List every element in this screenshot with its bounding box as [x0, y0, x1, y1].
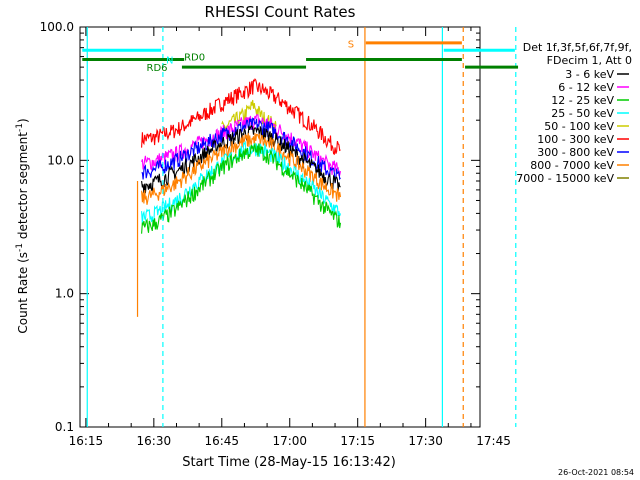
flag-label: RD6	[147, 63, 168, 74]
flag-label: N	[166, 56, 173, 67]
series-line	[141, 78, 341, 156]
y-tick-label: 10.0	[47, 153, 74, 167]
series-line	[141, 133, 342, 205]
x-tick-label: 17:00	[272, 434, 307, 448]
legend-label: 25 - 50 keV	[551, 107, 614, 120]
y-tick-label: 1.0	[55, 287, 74, 301]
x-tick-label: 17:45	[476, 434, 511, 448]
flag-label: S	[348, 40, 354, 51]
legend-label: 100 - 300 keV	[537, 133, 614, 146]
legend-label: 7000 - 15000 keV	[516, 172, 614, 185]
x-tick-label: 16:45	[204, 434, 239, 448]
x-axis-label: Start Time (28-May-15 16:13:42)	[182, 455, 396, 470]
legend-label: 6 - 12 keV	[558, 81, 614, 94]
y-tick-label: 100.0	[40, 20, 74, 34]
x-tick-label: 17:30	[408, 434, 443, 448]
y-axis-label: Count Rate (s-1 detector segment-1)	[15, 118, 30, 333]
chart-title: RHESSI Count Rates	[205, 3, 356, 21]
legend-label: 50 - 100 keV	[544, 120, 614, 133]
legend-label: 12 - 25 keV	[551, 94, 614, 107]
plot-frame	[79, 26, 481, 428]
legend-header-line-2: FDecim 1, Att 0	[547, 54, 632, 67]
series-line	[141, 117, 341, 184]
flag-label: RD0	[184, 53, 205, 64]
y-tick-label: 0.1	[55, 420, 74, 434]
legend: Det 1f,3f,5f,6f,7f,9f, FDecim 1, Att 0 3…	[516, 41, 632, 185]
series-line	[141, 142, 342, 234]
x-tick-label: 16:30	[137, 434, 172, 448]
timestamp: 26-Oct-2021 08:54	[558, 468, 634, 477]
x-tick-label: 16:15	[69, 434, 104, 448]
x-tick-label: 17:15	[340, 434, 375, 448]
legend-label: 3 - 6 keV	[565, 68, 614, 81]
legend-label: 800 - 7000 keV	[530, 159, 614, 172]
legend-label: 300 - 800 keV	[537, 146, 614, 159]
legend-header-line-1: Det 1f,3f,5f,6f,7f,9f,	[523, 41, 632, 54]
